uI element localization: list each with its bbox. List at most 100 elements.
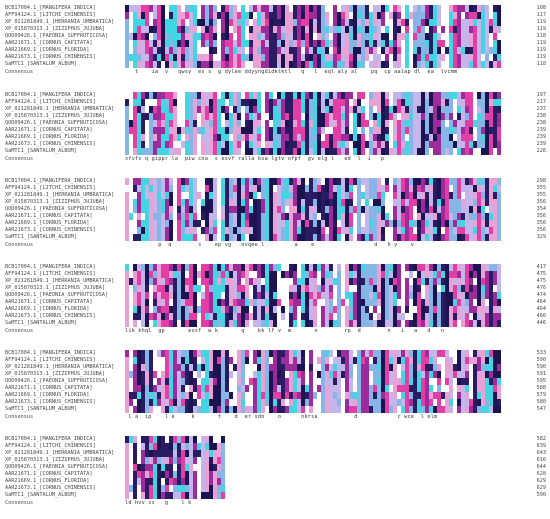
residue-cell: [433, 141, 437, 148]
residue-cell: [249, 134, 253, 141]
residue-cell: [153, 141, 157, 148]
residue-cell: [209, 134, 213, 141]
residue-cell: [437, 106, 441, 113]
residue-cell: [133, 47, 137, 54]
residue-cell: [253, 178, 257, 185]
residue-cell: [217, 148, 221, 155]
residue-cell: [457, 127, 461, 134]
residue-cell: [177, 285, 181, 292]
residue-cell: [489, 220, 493, 227]
residue-cell: [217, 213, 221, 220]
residue-cell: [185, 106, 189, 113]
alignment-grid: [125, 5, 501, 68]
residue-cell: [281, 33, 285, 40]
residue-cell: [141, 33, 145, 40]
residue-cell: [461, 99, 465, 106]
alignment-row: [125, 106, 501, 113]
residue-cell: [213, 264, 217, 271]
sequence-name: QOD09426.1_[PAEONIA_SUFFRUTICOSA]: [5, 120, 109, 126]
residue-cell: [377, 148, 381, 155]
residue-cell: [473, 234, 477, 241]
residue-cell: [449, 134, 453, 141]
residue-cell: [413, 278, 417, 285]
residue-cell: [421, 141, 425, 148]
residue-cell: [489, 120, 493, 127]
residue-cell: [497, 26, 501, 33]
residue-cell: [429, 61, 433, 68]
residue-cell: [473, 278, 477, 285]
residue-cell: [289, 220, 293, 227]
residue-cell: [329, 278, 333, 285]
residue-cell: [333, 33, 337, 40]
residue-cell: [409, 120, 413, 127]
residue-cell: [281, 99, 285, 106]
residue-cell: [257, 213, 261, 220]
residue-cell: [437, 26, 441, 33]
residue-cell: [245, 148, 249, 155]
residue-cell: [445, 192, 449, 199]
alignment-grid: [125, 92, 501, 155]
residue-cell: [209, 12, 213, 19]
residue-cell: [433, 185, 437, 192]
alignment-row: [125, 127, 501, 134]
residue-cell: [133, 213, 137, 220]
residue-cell: [213, 134, 217, 141]
sequence-name: AAR21671.1_[CORNUS_CAPITATA]: [5, 127, 93, 133]
residue-cell: [429, 178, 433, 185]
residue-cell: [457, 234, 461, 241]
residue-cell: [265, 19, 269, 26]
residue-cell: [353, 148, 357, 155]
residue-cell: [497, 285, 501, 292]
residue-cell: [273, 5, 277, 12]
residue-cell: [285, 141, 289, 148]
residue-end-number: 446: [536, 320, 546, 326]
residue-cell: [225, 148, 229, 155]
residue-cell: [365, 127, 369, 134]
residue-cell: [397, 120, 401, 127]
residue-cell: [357, 192, 361, 199]
residue-cell: [365, 120, 369, 127]
residue-cell: [429, 92, 433, 99]
residue-cell: [409, 148, 413, 155]
residue-cell: [141, 185, 145, 192]
residue-cell: [437, 92, 441, 99]
alignment-row: [125, 443, 225, 450]
residue-cell: [165, 185, 169, 192]
residue-cell: [237, 220, 241, 227]
residue-end-number: 237: [536, 106, 546, 112]
residue-cell: [129, 106, 133, 113]
residue-cell: [481, 12, 485, 19]
residue-cell: [405, 192, 409, 199]
residue-cell: [369, 234, 373, 241]
residue-cell: [393, 61, 397, 68]
residue-cell: [341, 113, 345, 120]
residue-cell: [457, 92, 461, 99]
residue-cell: [201, 92, 205, 99]
residue-cell: [493, 213, 497, 220]
residue-cell: [297, 61, 301, 68]
residue-cell: [185, 206, 189, 213]
alignment-row: [125, 148, 501, 155]
residue-cell: [137, 285, 141, 292]
residue-cell: [433, 206, 437, 213]
residue-cell: [205, 234, 209, 241]
residue-cell: [345, 278, 349, 285]
residue-cell: [477, 234, 481, 241]
residue-cell: [461, 26, 465, 33]
residue-cell: [473, 213, 477, 220]
residue-cell: [313, 220, 317, 227]
residue-cell: [405, 19, 409, 26]
residue-cell: [309, 106, 313, 113]
residue-cell: [177, 12, 181, 19]
residue-cell: [333, 199, 337, 206]
residue-cell: [313, 120, 317, 127]
residue-cell: [273, 234, 277, 241]
residue-cell: [397, 47, 401, 54]
residue-cell: [297, 213, 301, 220]
residue-cell: [157, 120, 161, 127]
residue-cell: [225, 26, 229, 33]
residue-cell: [169, 234, 173, 241]
residue-cell: [425, 99, 429, 106]
residue-cell: [357, 5, 361, 12]
residue-cell: [489, 12, 493, 19]
